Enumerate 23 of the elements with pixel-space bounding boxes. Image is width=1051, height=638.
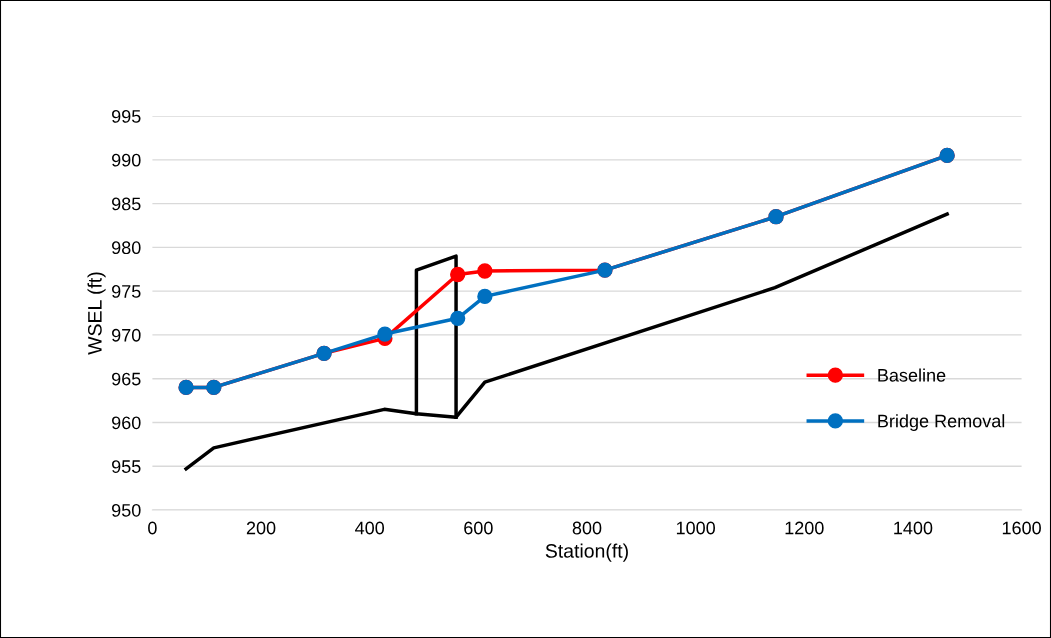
y-tick-label: 985 <box>112 197 141 211</box>
y-tick-label: 980 <box>112 241 141 255</box>
y-tick-label: 950 <box>112 503 141 517</box>
y-tick-label: 955 <box>112 460 141 473</box>
y-tick-label: 965 <box>112 372 141 386</box>
x-tick-label: 1400 <box>894 521 933 535</box>
y-tick-label: 995 <box>112 109 141 123</box>
y-tick-label: 975 <box>112 285 141 298</box>
x-tick-label: 1200 <box>785 521 824 535</box>
x-axis-title: Station(ft) <box>545 543 628 562</box>
legend-label: Baseline <box>878 368 946 382</box>
x-tick-label: 1000 <box>676 521 716 535</box>
x-tick-label: 600 <box>464 521 493 535</box>
x-tick-label: 800 <box>572 521 602 535</box>
y-tick-label: 970 <box>112 328 141 342</box>
y-tick-label: 990 <box>112 153 141 167</box>
x-tick-label: 200 <box>246 521 276 535</box>
x-tick-label: 0 <box>148 521 157 535</box>
x-tick-label: 400 <box>355 521 385 535</box>
x-tick-label: 1600 <box>1002 521 1041 535</box>
legend-label: Bridge Removal <box>878 414 1005 431</box>
y-tick-label: 960 <box>112 416 141 430</box>
y-axis-title: WSEL (ft) <box>87 272 106 355</box>
